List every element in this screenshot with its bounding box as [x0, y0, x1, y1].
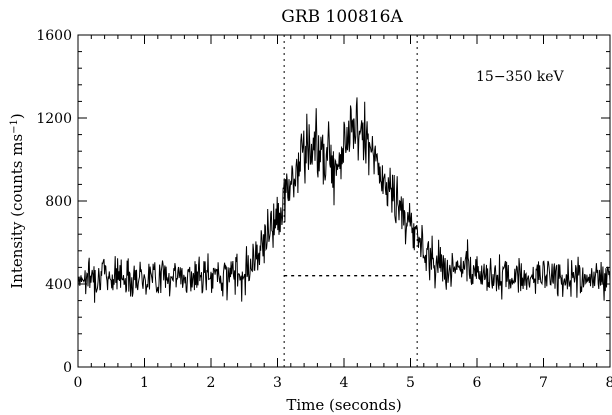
- x-tick-label: 1: [140, 375, 149, 391]
- reference-lines: [283, 35, 418, 367]
- x-tick-label: 4: [340, 375, 349, 391]
- y-tick-labels: 0 400 800 1200 1600: [36, 28, 72, 376]
- energy-band-annotation: 15−350 keV: [476, 69, 564, 85]
- x-tick-label: 3: [273, 375, 282, 391]
- intensity-series-line: [77, 97, 611, 303]
- y-tick-label: 1600: [36, 28, 72, 44]
- y-axis-label-main: Intensity (counts ms: [8, 134, 26, 289]
- y-tick-label: 800: [45, 194, 72, 210]
- x-tick-label: 2: [207, 375, 216, 391]
- y-tick-label: 1200: [36, 111, 72, 127]
- y-axis-label: Intensity (counts ms−1): [8, 113, 26, 289]
- x-tick-label: 0: [74, 375, 83, 391]
- y-axis-label-superscript: −1: [9, 119, 20, 134]
- y-axis-label-tail: ): [8, 113, 26, 119]
- x-tick-label: 8: [606, 375, 612, 391]
- x-tick-label: 5: [406, 375, 415, 391]
- x-tick-label: 7: [539, 375, 548, 391]
- chart-title: GRB 100816A: [281, 7, 403, 27]
- x-tick-label: 6: [473, 375, 482, 391]
- y-tick-label: 0: [63, 360, 72, 376]
- x-tick-labels: 0 1 2 3 4 5 6 7 8: [74, 375, 612, 391]
- y-tick-label: 400: [45, 277, 72, 293]
- x-axis-label: Time (seconds): [286, 396, 401, 414]
